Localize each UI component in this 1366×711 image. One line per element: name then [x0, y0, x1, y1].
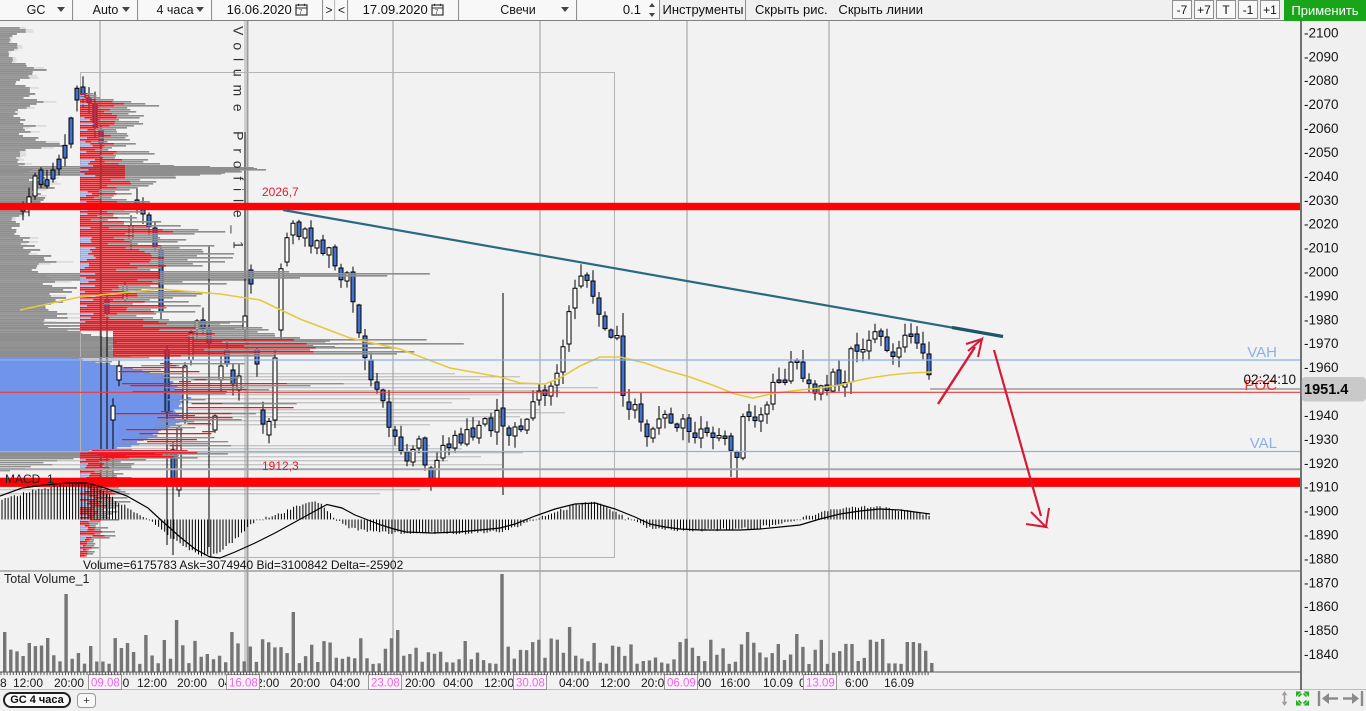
svg-text:12:00: 12:00	[600, 676, 630, 690]
svg-text:12:00: 12:00	[484, 676, 514, 690]
svg-text:Total Volume_1: Total Volume_1	[4, 572, 90, 586]
svg-text:-2020: -2020	[1304, 217, 1339, 232]
svg-text:23.08: 23.08	[371, 678, 400, 690]
svg-text:-1990: -1990	[1304, 288, 1339, 303]
svg-text:-1930: -1930	[1304, 432, 1339, 447]
svg-text:-2030: -2030	[1304, 193, 1339, 208]
svg-text:-2090: -2090	[1304, 49, 1339, 64]
svg-text:2:00: 2:00	[256, 676, 280, 690]
svg-text:VAH: VAH	[1247, 344, 1277, 361]
svg-text:13.09: 13.09	[806, 678, 835, 690]
svg-text:-1900: -1900	[1304, 504, 1339, 519]
svg-text:6:00: 6:00	[845, 676, 869, 690]
svg-text:10.09: 10.09	[763, 676, 793, 690]
svg-text:-2010: -2010	[1304, 241, 1339, 256]
svg-text:8: 8	[0, 676, 7, 690]
svg-text:12:00: 12:00	[137, 676, 167, 690]
svg-text:-2060: -2060	[1304, 121, 1339, 136]
svg-text:1951.4: 1951.4	[1304, 382, 1348, 398]
svg-text:30.08: 30.08	[516, 678, 545, 690]
svg-text:04:00: 04:00	[330, 676, 360, 690]
svg-text:12:00: 12:00	[13, 676, 43, 690]
svg-text:VAL: VAL	[1250, 435, 1277, 452]
svg-text:20:00: 20:00	[290, 676, 320, 690]
svg-text:0: 0	[799, 676, 806, 690]
svg-text:09.08: 09.08	[91, 678, 120, 690]
svg-text:-1970: -1970	[1304, 336, 1339, 351]
svg-text:-1960: -1960	[1304, 360, 1339, 375]
svg-text:7: 7	[435, 10, 439, 16]
svg-text:MACD_1: MACD_1	[5, 472, 54, 486]
svg-text:-1920: -1920	[1304, 456, 1339, 471]
svg-text:-2050: -2050	[1304, 145, 1339, 160]
svg-text:2026,7: 2026,7	[262, 185, 299, 199]
svg-text:7: 7	[299, 10, 303, 16]
svg-text:-1910: -1910	[1304, 480, 1339, 495]
svg-text:-1860: -1860	[1304, 599, 1339, 614]
svg-text:-1870: -1870	[1304, 575, 1339, 590]
svg-text:04:00: 04:00	[443, 676, 473, 690]
svg-text:1912,3: 1912,3	[262, 459, 299, 473]
svg-text:16.09: 16.09	[884, 676, 914, 690]
svg-text:02:24:10: 02:24:10	[1243, 372, 1296, 387]
svg-text:-1840: -1840	[1304, 647, 1339, 662]
svg-text:POC: POC	[1244, 377, 1277, 394]
svg-text:-2000: -2000	[1304, 265, 1339, 280]
svg-text:-2100: -2100	[1304, 25, 1339, 40]
svg-text:20:00: 20:00	[405, 676, 435, 690]
svg-text:-2080: -2080	[1304, 73, 1339, 88]
svg-text:Volume=6175783 Ask=3074940 B: Volume=6175783 Ask=3074940 Bid=3100842 D…	[83, 558, 404, 572]
svg-text:20:00: 20:00	[54, 676, 84, 690]
svg-text:16.08: 16.08	[229, 678, 258, 690]
svg-text:-1940: -1940	[1304, 408, 1339, 423]
svg-text:Volume Profile_1: Volume Profile_1	[231, 26, 247, 257]
svg-text:16:00: 16:00	[720, 676, 750, 690]
svg-text:-1850: -1850	[1304, 623, 1339, 638]
svg-text:-2040: -2040	[1304, 169, 1339, 184]
svg-text:-2070: -2070	[1304, 97, 1339, 112]
svg-text:20:00: 20:00	[177, 676, 207, 690]
svg-text:00: 00	[698, 676, 712, 690]
svg-text:-1880: -1880	[1304, 551, 1339, 566]
svg-text:-1890: -1890	[1304, 528, 1339, 543]
svg-text:20:0: 20:0	[641, 676, 665, 690]
svg-text:04:00: 04:00	[559, 676, 589, 690]
svg-text:-1980: -1980	[1304, 312, 1339, 327]
svg-text:06.09: 06.09	[667, 678, 696, 690]
